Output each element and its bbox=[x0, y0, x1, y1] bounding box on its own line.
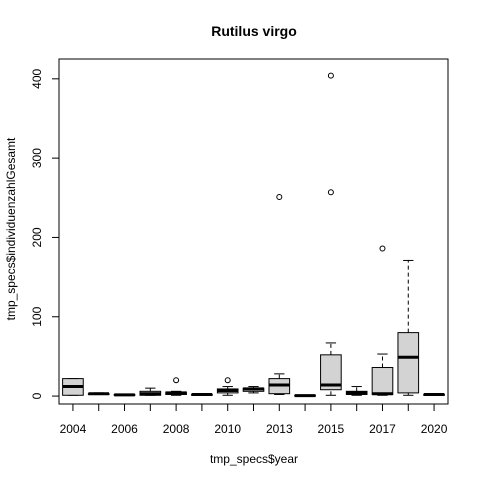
y-tick-label: 0 bbox=[30, 392, 44, 399]
box-2016 bbox=[345, 386, 368, 396]
x-tick-label: 2006 bbox=[111, 422, 138, 436]
outlier-point bbox=[173, 377, 180, 384]
plot-frame bbox=[58, 58, 449, 405]
box-2005 bbox=[87, 392, 110, 396]
box-2007 bbox=[139, 387, 162, 396]
y-axis-label: tmp_specs$individuenzahlGesamt bbox=[4, 137, 18, 320]
x-tick-label: 2017 bbox=[369, 422, 396, 436]
x-tick-label: 2004 bbox=[60, 422, 87, 436]
y-axis: 0 100 200 300 400 bbox=[30, 68, 60, 399]
outlier-point bbox=[224, 377, 231, 384]
outlier-point bbox=[327, 189, 334, 196]
box-2013 bbox=[268, 194, 291, 395]
box-2009 bbox=[191, 392, 213, 396]
y-tick-label: 300 bbox=[30, 148, 44, 168]
box-2015 bbox=[320, 72, 342, 396]
box-2014 bbox=[294, 394, 316, 398]
box-2006 bbox=[113, 393, 136, 397]
y-tick-label: 400 bbox=[30, 68, 44, 88]
x-tick-label: 2013 bbox=[266, 422, 293, 436]
box-2018 bbox=[397, 259, 420, 396]
y-tick-label: 200 bbox=[30, 227, 44, 247]
x-tick-label: 2010 bbox=[214, 422, 241, 436]
outlier-point bbox=[379, 245, 386, 252]
x-axis: 2004 2006 2008 2010 2013 2015 2017 2020 bbox=[60, 403, 448, 436]
box-iqr bbox=[320, 354, 342, 391]
y-tick-label: 100 bbox=[30, 306, 44, 326]
box-2010 bbox=[216, 377, 239, 396]
box-2008 bbox=[165, 377, 187, 396]
box-2004 bbox=[62, 378, 84, 396]
chart-title: Rutilus virgo bbox=[211, 23, 297, 39]
x-tick-label: 2020 bbox=[421, 422, 448, 436]
x-axis-label: tmp_specs$year bbox=[210, 452, 298, 466]
box-iqr bbox=[397, 332, 420, 394]
outlier-point bbox=[327, 72, 334, 79]
box-2012 bbox=[242, 386, 265, 394]
box-2020 bbox=[423, 392, 445, 396]
x-tick-label: 2015 bbox=[318, 422, 345, 436]
outlier-point bbox=[276, 194, 283, 200]
box-2017 bbox=[371, 245, 394, 396]
x-tick-label: 2008 bbox=[163, 422, 190, 436]
box-iqr bbox=[371, 367, 394, 395]
boxes-layer bbox=[62, 72, 445, 398]
